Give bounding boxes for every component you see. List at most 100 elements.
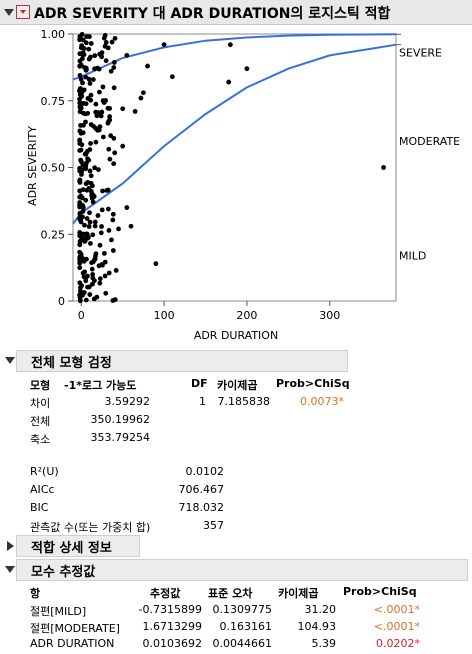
data-point: [100, 188, 106, 194]
collapse-triangle-icon[interactable]: [5, 566, 15, 573]
right-axis: SEVERE MODERATE MILD: [396, 33, 460, 263]
param-term: 절편[MODERATE]: [30, 622, 120, 635]
data-point: [92, 219, 98, 225]
data-point: [81, 101, 86, 106]
data-point: [80, 110, 86, 116]
data-point: [79, 56, 85, 62]
data-point: [78, 169, 84, 175]
data-point: [103, 290, 109, 296]
red-triangle-menu-icon[interactable]: [16, 5, 30, 19]
data-point: [81, 122, 86, 128]
data-point: [110, 248, 116, 253]
data-point: [82, 222, 87, 228]
whole-model-test-header[interactable]: 전체 모형 검정: [16, 350, 348, 372]
param-std-error: 0.1309775: [212, 603, 273, 616]
data-point: [77, 37, 83, 43]
data-point: [92, 165, 98, 171]
data-point: [77, 188, 83, 194]
data-point: [94, 294, 100, 300]
data-point: [102, 273, 108, 279]
param-std-error: 0.0044661: [212, 637, 273, 650]
data-point: [97, 276, 103, 282]
data-point: [111, 135, 117, 141]
loglik-value: 3.59292: [104, 395, 151, 408]
data-point: [78, 45, 84, 51]
fit-details-title: 적합 상세 정보: [31, 541, 112, 556]
data-point: [77, 241, 83, 247]
parameter-estimates-title: 모수 추정값: [31, 565, 96, 580]
data-point: [124, 52, 130, 58]
row-label: 전체: [30, 415, 51, 428]
col-chisq: 카이제곱: [278, 587, 319, 600]
param-chisq: 104.93: [297, 620, 337, 633]
data-point: [77, 128, 83, 134]
data-point: [106, 227, 112, 233]
data-point: [80, 80, 85, 86]
col-df: DF: [191, 377, 208, 390]
data-point: [86, 186, 92, 191]
stat-value: 706.467: [178, 483, 225, 496]
x-tick-label: 300: [319, 309, 340, 322]
data-point: [101, 250, 107, 256]
data-point: [120, 106, 126, 112]
data-point: [103, 58, 109, 64]
data-point: [81, 231, 86, 237]
data-point: [95, 110, 101, 115]
data-point: [88, 140, 93, 146]
data-point: [90, 77, 96, 82]
data-point: [102, 99, 108, 104]
stat-label: AICc: [30, 483, 55, 496]
data-point: [161, 42, 167, 48]
y-tick-label: 0.25: [41, 228, 66, 241]
data-point: [90, 232, 96, 238]
data-point: [91, 123, 96, 129]
data-point: [99, 224, 104, 229]
data-point: [88, 241, 93, 246]
y-tick-label: 0.50: [41, 162, 66, 175]
data-point: [86, 46, 92, 52]
y-tick-label: 1.00: [41, 28, 66, 41]
data-point: [97, 280, 103, 286]
expand-triangle-icon[interactable]: [7, 541, 14, 551]
param-estimate: 1.6713299: [142, 620, 203, 633]
data-point: [77, 204, 83, 210]
data-point: [82, 164, 88, 170]
parameter-estimates-header[interactable]: 모수 추정값: [16, 559, 468, 581]
x-tick-label: 100: [154, 309, 175, 322]
data-point: [108, 133, 114, 139]
data-point: [87, 210, 92, 216]
collapse-triangle-icon[interactable]: [4, 9, 14, 16]
data-point: [83, 40, 89, 46]
col-model: 모형: [30, 379, 51, 392]
data-point: [110, 217, 116, 223]
data-point: [81, 290, 87, 295]
data-point: [77, 200, 83, 205]
x-axis: 0 100 200 300: [78, 301, 340, 322]
data-point: [105, 120, 111, 126]
data-point: [110, 211, 116, 217]
data-point: [124, 205, 130, 210]
param-chisq: 5.39: [311, 637, 337, 650]
data-point: [107, 114, 113, 119]
data-point: [77, 292, 83, 298]
plot-frame: [72, 33, 397, 302]
data-point: [109, 39, 115, 45]
data-point: [97, 51, 103, 57]
data-point: [86, 234, 91, 240]
collapse-triangle-icon[interactable]: [5, 357, 15, 364]
data-point: [79, 31, 85, 37]
data-point: [77, 72, 83, 78]
data-point: [132, 109, 138, 114]
data-point: [105, 206, 111, 212]
data-point: [86, 224, 92, 229]
fit-details-header[interactable]: 적합 상세 정보: [16, 535, 140, 557]
x-tick-label: 0: [78, 309, 85, 322]
data-point: [112, 297, 118, 303]
col-prob: Prob>ChiSq: [276, 377, 350, 390]
data-point: [169, 74, 175, 80]
data-points: [77, 31, 386, 304]
prob-value: 0.0073*: [300, 395, 344, 408]
data-point: [88, 97, 94, 103]
data-point: [77, 265, 83, 271]
param-estimate: -0.7315899: [138, 603, 202, 616]
